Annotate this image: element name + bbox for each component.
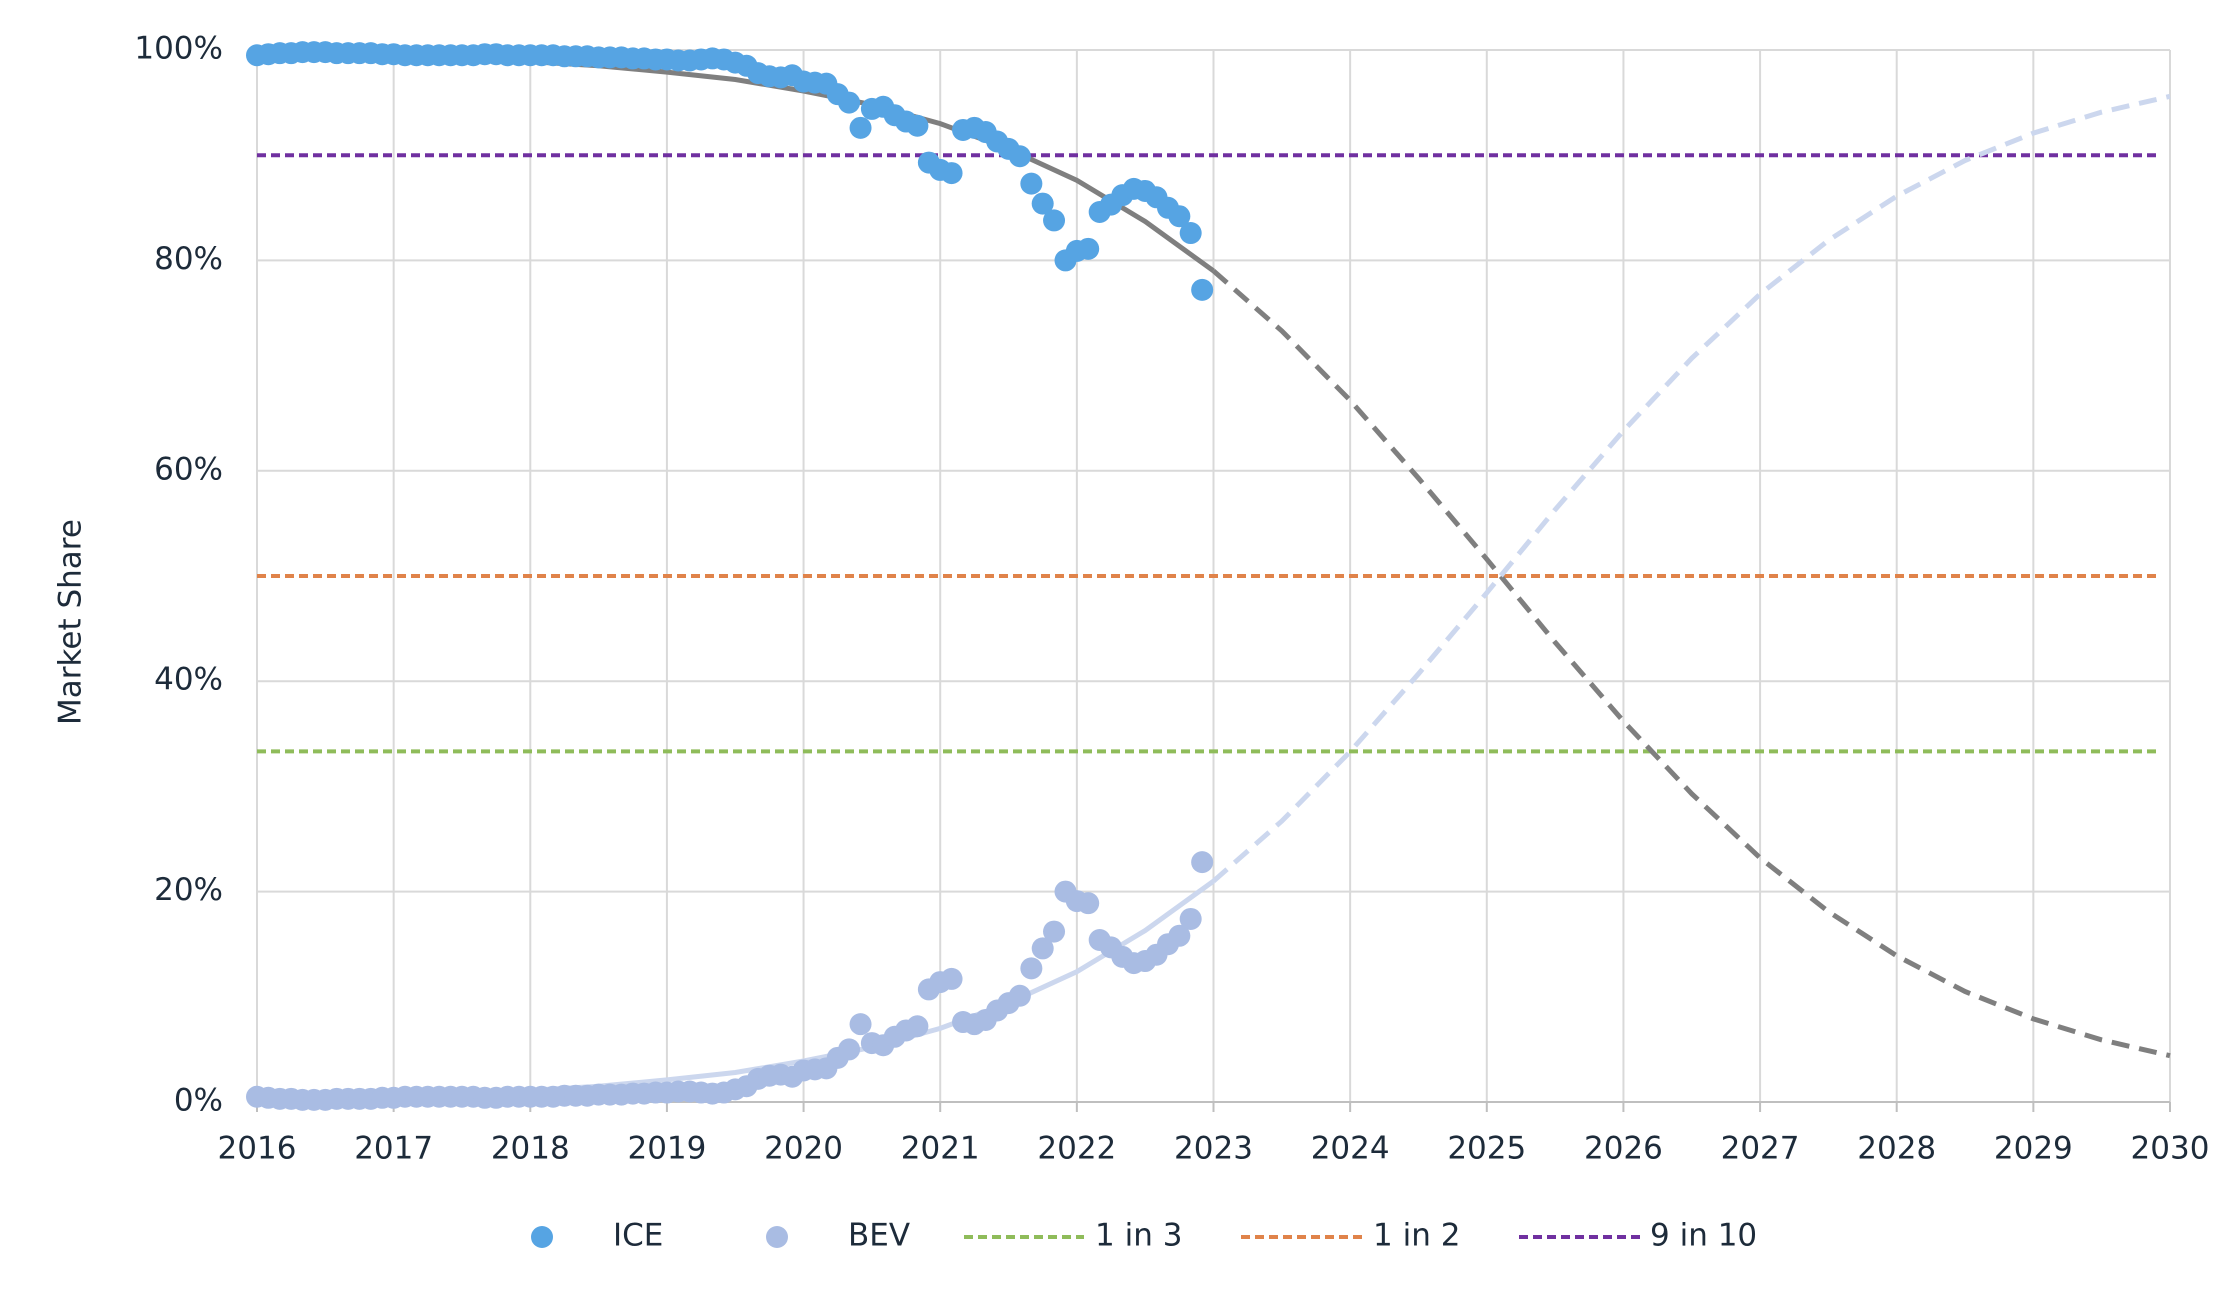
data-point — [1031, 192, 1054, 215]
y-tick-label: 60% — [154, 451, 223, 487]
legend-marker — [531, 1226, 553, 1248]
data-point — [1020, 957, 1043, 980]
legend-label: 1 in 3 — [1095, 1218, 1182, 1254]
legend-label: ICE — [613, 1218, 663, 1254]
data-point — [849, 116, 872, 139]
x-tick-label: 2025 — [1447, 1131, 1526, 1167]
y-tick-label: 20% — [154, 872, 223, 908]
x-tick-label: 2017 — [354, 1131, 433, 1167]
data-point — [838, 91, 861, 114]
data-point — [1043, 920, 1066, 943]
y-tick-label: 100% — [134, 31, 223, 67]
x-tick-label: 2030 — [2131, 1131, 2210, 1167]
x-tick-label: 2019 — [627, 1131, 706, 1167]
x-tick-label: 2026 — [1584, 1131, 1663, 1167]
y-tick-label: 0% — [174, 1083, 223, 1119]
trend-line — [1211, 269, 2171, 1059]
x-tick-label: 2029 — [1994, 1131, 2073, 1167]
y-tick-label: 80% — [154, 241, 223, 277]
legend-label: 1 in 2 — [1373, 1218, 1460, 1254]
legend-marker — [766, 1226, 788, 1248]
trend-line — [256, 879, 1215, 1102]
trend-line — [1211, 93, 2171, 883]
data-point — [906, 1015, 929, 1038]
legend-label: BEV — [848, 1218, 910, 1254]
x-tick-label: 2024 — [1311, 1131, 1390, 1167]
data-point — [849, 1013, 872, 1036]
data-point — [1031, 937, 1054, 960]
data-point — [940, 162, 963, 185]
data-point — [1168, 205, 1191, 228]
data-point — [906, 114, 929, 137]
x-tick-label: 2016 — [218, 1131, 297, 1167]
legend-label: 9 in 10 — [1650, 1218, 1757, 1254]
data-point — [1008, 984, 1031, 1007]
data-point — [1191, 278, 1214, 301]
data-point — [1191, 851, 1214, 874]
x-tick-label: 2023 — [1174, 1131, 1253, 1167]
x-tick-label: 2022 — [1037, 1131, 1116, 1167]
y-tick-label: 40% — [154, 662, 223, 698]
trend-line — [256, 50, 1215, 273]
x-tick-label: 2018 — [491, 1131, 570, 1167]
x-tick-label: 2028 — [1857, 1131, 1936, 1167]
data-point — [1168, 924, 1191, 947]
x-tick-label: 2020 — [764, 1131, 843, 1167]
data-point — [1077, 237, 1100, 260]
y-axis-title: Market Share — [53, 519, 89, 725]
data-point — [1043, 209, 1066, 232]
x-tick-label: 2021 — [901, 1131, 980, 1167]
data-point — [1008, 145, 1031, 168]
data-point — [838, 1038, 861, 1061]
data-point — [940, 967, 963, 990]
data-point — [1179, 222, 1202, 245]
data-point — [1077, 892, 1100, 915]
x-tick-label: 2027 — [1721, 1131, 1800, 1167]
data-point — [1020, 172, 1043, 195]
data-point — [1179, 907, 1202, 930]
